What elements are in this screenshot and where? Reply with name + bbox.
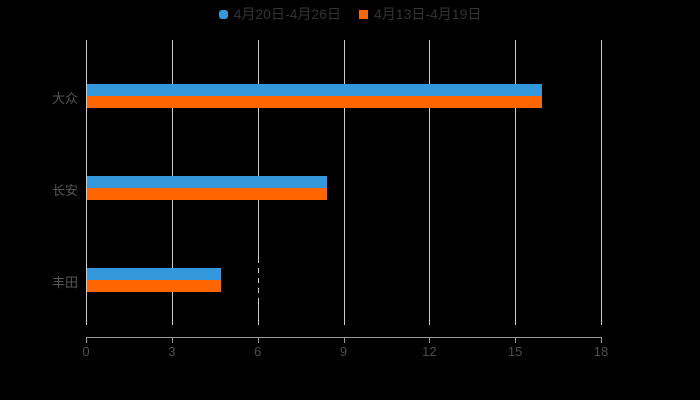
- x-axis-tick: [343, 337, 345, 343]
- legend-marker-square-icon: [359, 9, 368, 19]
- x-tick-label: 0: [82, 344, 90, 359]
- legend-item-label: 4月13日-4月19日: [374, 6, 482, 22]
- gridline: [86, 40, 87, 325]
- category-label: 长安: [51, 182, 78, 198]
- x-tick-label: 15: [507, 344, 523, 359]
- category-label: 大众: [51, 90, 78, 106]
- x-axis-tick: [601, 337, 602, 343]
- gridline: [515, 40, 517, 325]
- bar-series1-cat1[interactable]: [87, 83, 542, 96]
- legend-marker-round-icon: [218, 9, 228, 19]
- x-axis-tick: [171, 337, 173, 343]
- x-tick-label: 18: [593, 344, 609, 359]
- gridline: [343, 40, 345, 325]
- legend-item-label: 4月20日-4月26日: [233, 6, 341, 22]
- x-axis-tick: [257, 337, 259, 343]
- gridline: [601, 40, 602, 325]
- bar-series2-cat3[interactable]: [87, 279, 222, 292]
- x-axis-tick: [515, 337, 517, 343]
- bar-series1-cat2[interactable]: [87, 175, 328, 188]
- x-axis-tick: [86, 337, 87, 343]
- gridline: [429, 40, 431, 325]
- x-tick-label: 3: [168, 344, 176, 359]
- bar-series2-cat2[interactable]: [87, 187, 328, 200]
- dashed-gridline-segment: [257, 258, 259, 300]
- chart-legend: 4月20日-4月26日 4月13日-4月19日: [0, 3, 700, 25]
- x-tick-label: 9: [339, 344, 348, 359]
- category-label: 丰田: [51, 274, 78, 290]
- x-tick-label: 12: [422, 344, 437, 359]
- legend-item-series1[interactable]: 4月20日-4月26日: [218, 3, 341, 25]
- x-tick-label: 6: [254, 344, 262, 359]
- bar-series2-cat1[interactable]: [87, 95, 542, 108]
- bar-series1-cat3[interactable]: [87, 267, 222, 280]
- legend-item-series2[interactable]: 4月13日-4月19日: [359, 3, 481, 25]
- x-axis-tick: [429, 337, 431, 343]
